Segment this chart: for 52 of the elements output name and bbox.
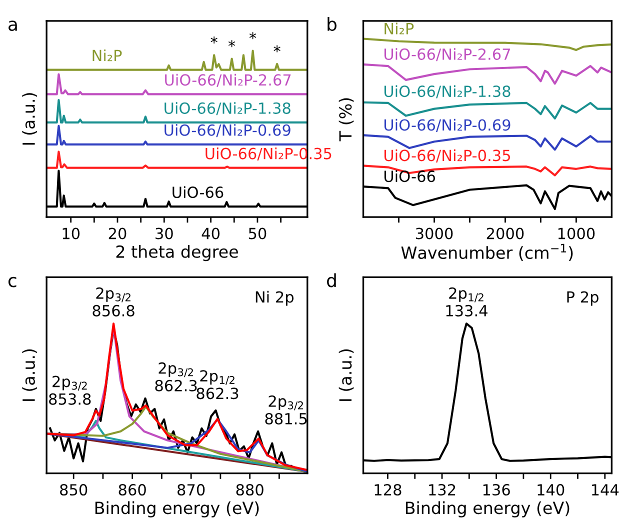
x-tick-label: 128 [374, 484, 402, 496]
x-tick-label: 1000 [558, 228, 595, 240]
series-label: Ni₂P [92, 49, 122, 62]
x-tick-label: 132 [429, 484, 456, 496]
series-label: UiO-66/Ni₂P-1.38 [164, 102, 290, 116]
x-tick-label: 10 [62, 228, 80, 240]
chart-title: d [327, 273, 336, 288]
annotation: 2p$_{1/2}$ 862.3 [196, 370, 238, 400]
y-axis-title: I (a.u.) [22, 93, 37, 145]
series-label: UiO-66 [384, 170, 436, 182]
x-tick-label: 3000 [416, 228, 453, 240]
x-tick-label: 2000 [486, 228, 524, 240]
annotation: * [249, 32, 256, 40]
series-label: UiO-66/Ni₂P-2.67 [384, 48, 510, 62]
x-tick-label: 40 [202, 228, 220, 240]
series-label: UiO-66/Ni₂P-1.38 [384, 85, 510, 98]
annotation: 2p$_{3/2}$ 856.8 [92, 287, 134, 316]
annotation: 2p$_{3/2}$ 862.3 [155, 362, 197, 392]
x-tick-label: 870 [178, 484, 205, 496]
x-axis-title: Binding energy (eV) [95, 501, 259, 518]
y-axis-title: I (a.u.) [338, 349, 354, 401]
annotation: 2p$_{3/2}$ 881.5 [265, 395, 307, 425]
x-tick-label: 30 [156, 228, 173, 240]
chart-title: c [8, 276, 16, 288]
y-axis-title: T (%) [338, 98, 354, 142]
x-tick-label: 860 [118, 484, 146, 496]
chart-title: a [8, 20, 17, 31]
x-tick-label: 144 [592, 484, 619, 496]
series-label: Ni₂P [384, 22, 414, 34]
x-axis-title: 2 theta degree [116, 245, 238, 262]
annotation: * [274, 45, 280, 52]
annotation: * [228, 40, 236, 48]
series-label: UiO-66 [172, 186, 224, 198]
text: Ni 2p [256, 290, 294, 306]
x-tick-label: 136 [483, 484, 510, 496]
series-label: UiO-66/Ni₂P-0.69 [384, 118, 510, 132]
series-label: UiO-66/Ni₂P-2.67 [165, 74, 291, 87]
series-label: UiO-66/Ni₂P-0.35 [384, 149, 510, 162]
x-axis-title: Binding energy (eV) [406, 501, 570, 518]
x-tick-label: 880 [236, 484, 264, 496]
text: P 2p [567, 291, 598, 306]
y-axis-title: I (a.u.) [22, 349, 37, 401]
x-tick-label: 850 [60, 484, 88, 496]
annotation: * [210, 36, 218, 44]
x-tick-label: 50 [248, 228, 266, 240]
x-tick-label: 140 [538, 484, 564, 496]
annotation: 2p$_{1/2}$ 133.4 [446, 287, 488, 316]
series-label: UiO-66/Ni₂P-0.69 [164, 124, 290, 138]
annotation: 2p$_{3/2}$ 853.8 [49, 376, 91, 405]
chart-title: b [328, 16, 336, 31]
x-axis-title: Wavenumber (cm$^{−1}$) [401, 244, 573, 261]
x-tick-label: 20 [108, 228, 126, 240]
